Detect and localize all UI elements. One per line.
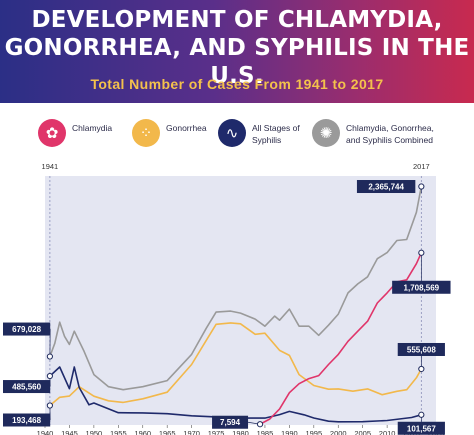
annotation-box — [397, 342, 445, 356]
x-tick-label: 1965 — [159, 429, 176, 435]
legend-item-gonorrhea: ⁘ Gonorrhea — [132, 118, 217, 158]
x-tick-label: 2005 — [354, 429, 371, 435]
page-title: DEVELOPMENT OF CHLAMYDIA, GONORRHEA, AND… — [4, 7, 470, 89]
annotation-box — [212, 415, 249, 429]
year-marker-label: 1941 — [42, 162, 59, 171]
annotation-label: 7,594 — [220, 418, 241, 427]
data-point — [46, 402, 53, 409]
line-chart: 1941 2017 1940 1945 1950 1955 1960 1965 1970 1975… — [3, 162, 451, 435]
annotation-box — [3, 413, 51, 427]
year-marker-label: 2017 — [413, 162, 430, 171]
annotation-label: 555,608 — [407, 345, 436, 354]
annotation-box — [3, 322, 51, 336]
legend-item-chlamydia: ✿ Chlamydia — [38, 118, 128, 158]
annotation-label: 193,468 — [12, 416, 41, 425]
x-tick-label: 1975 — [208, 429, 225, 435]
data-point — [418, 249, 425, 256]
x-tick-label: 1940 — [37, 429, 54, 435]
annotation-label: 1,708,569 — [404, 283, 440, 292]
legend-label: Gonorrhea — [166, 123, 207, 133]
x-tick-label: 1985 — [257, 429, 274, 435]
data-point — [418, 365, 425, 373]
data-point — [46, 372, 53, 380]
annotation-box — [3, 380, 51, 394]
x-tick-label: 1960 — [134, 429, 151, 435]
combined-icon: ✺ — [312, 119, 340, 147]
data-point — [256, 421, 264, 428]
syphilis-icon: ∿ — [218, 119, 246, 147]
gonorrhea-line — [49, 322, 422, 407]
annotation-label: 2,365,744 — [368, 183, 404, 192]
legend-item-syphilis: ∿ All Stages of Syphilis — [218, 118, 308, 158]
legend-label: All Stages of Syphilis — [252, 123, 300, 145]
annotation-box — [356, 180, 416, 194]
page-subtitle: Total Number of Cases From 1941 to 2017 — [90, 76, 384, 92]
legend-item-combined: ✺ Chlamydia, Gonorrhea, and Syphilis Com… — [312, 118, 472, 158]
data-point — [46, 353, 53, 360]
x-tick-label: 1995 — [305, 429, 322, 435]
annotation-label: 485,560 — [12, 383, 41, 392]
gonorrhea-icon: ⁘ — [132, 119, 160, 147]
x-tick-label: 1950 — [86, 429, 103, 435]
annotation-box — [392, 280, 451, 294]
plot-area — [45, 176, 436, 425]
x-tick-label: 1955 — [110, 429, 127, 435]
x-tick-label: 1970 — [183, 429, 200, 435]
x-tick-label: 1945 — [61, 429, 78, 435]
chlamydia-icon: ✿ — [38, 119, 66, 147]
combined-line — [49, 186, 423, 391]
x-tick-label: 2010 — [379, 429, 396, 435]
header-banner: DEVELOPMENT OF CHLAMYDIA, GONORRHEA, AND… — [0, 0, 474, 103]
x-tick-label: 1980 — [232, 429, 249, 435]
x-tick-label: 2000 — [330, 429, 347, 435]
legend-label: Chlamydia, Gonorrhea, and Syphilis Combi… — [346, 123, 434, 145]
annotation-label: 679,028 — [12, 325, 41, 334]
x-tick-label: 1990 — [281, 429, 298, 435]
data-point — [418, 411, 425, 418]
data-point — [418, 183, 425, 190]
legend-label: Chlamydia — [72, 123, 113, 133]
annotation-label: 101,567 — [407, 424, 436, 433]
annotation-box — [397, 421, 445, 435]
